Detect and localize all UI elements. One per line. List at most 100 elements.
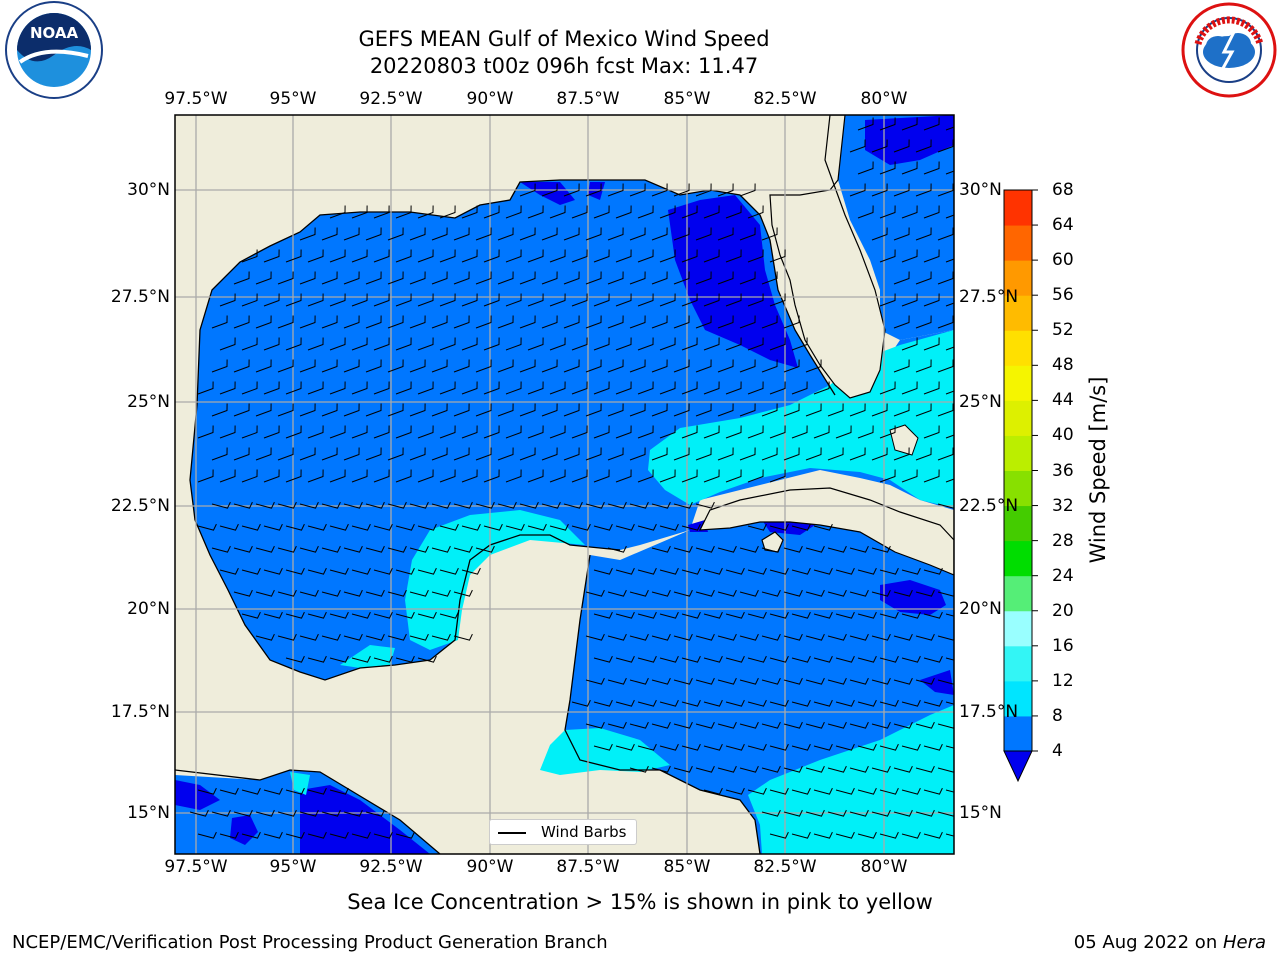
- wind-barb: [373, 469, 390, 483]
- wind-barb: [615, 337, 632, 351]
- wind-barb: [673, 359, 690, 373]
- wind-barb: [395, 293, 412, 307]
- wind-barb: [695, 227, 712, 241]
- wind-barb: [607, 677, 627, 685]
- wind-barb: [417, 469, 434, 483]
- wind-barb: [893, 633, 913, 641]
- wind-barb: [387, 447, 404, 461]
- wind-barb: [343, 315, 360, 329]
- wind-barb: [343, 589, 363, 597]
- wind-barb: [241, 381, 258, 395]
- wind-barb: [901, 337, 918, 351]
- wind-barb: [659, 567, 679, 575]
- wind-barb: [879, 293, 896, 307]
- wind-barb: [409, 403, 426, 417]
- wind-barb: [417, 337, 434, 351]
- wind-barb: [505, 205, 522, 219]
- wind-barb: [651, 447, 668, 461]
- wind-barb: [857, 205, 874, 219]
- wind-barb: [417, 611, 437, 619]
- wind-barb: [717, 633, 737, 641]
- wind-barb: [615, 699, 635, 707]
- wind-barb: [857, 787, 877, 795]
- colorbar-segment: [1004, 680, 1032, 717]
- wind-barb: [255, 447, 272, 461]
- wind-barb: [849, 633, 869, 641]
- wind-barb: [607, 271, 624, 285]
- wind-barb: [299, 359, 316, 373]
- wind-barb: [835, 567, 855, 575]
- wind-barb: [417, 381, 434, 395]
- wind-barb: [629, 359, 646, 373]
- wind-barb: [637, 523, 657, 531]
- wind-barb: [717, 227, 734, 241]
- wind-barb: [197, 831, 217, 839]
- wind-barb: [607, 227, 624, 241]
- wind-barb: [409, 315, 426, 329]
- wind-barb: [695, 271, 712, 285]
- colorbar-segment: [1004, 225, 1032, 261]
- wind-barb: [945, 745, 954, 749]
- wind-barb: [563, 447, 580, 461]
- wind-barb: [945, 434, 954, 439]
- wind-barb: [857, 831, 877, 839]
- noaa-logo-text: NOAA: [30, 24, 79, 42]
- wind-barb: [541, 315, 558, 329]
- wind-barb: [541, 403, 558, 417]
- wind-barb: [285, 469, 302, 483]
- wind-barb: [321, 359, 338, 373]
- wind-barb: [725, 381, 742, 395]
- wind-barb: [585, 589, 605, 597]
- wind-barb: [651, 633, 671, 641]
- wind-barb: [849, 589, 869, 597]
- wind-barb: [365, 315, 382, 329]
- wind-barb: [813, 611, 833, 619]
- wind-barb: [659, 293, 676, 307]
- wind-barb: [549, 249, 566, 263]
- wind-barb: [387, 589, 407, 597]
- wind-barb: [461, 425, 478, 439]
- wind-barb: [805, 633, 825, 641]
- wind-barb: [681, 381, 698, 395]
- wind-barb: [893, 403, 910, 417]
- wind-barb: [277, 633, 297, 641]
- wind-barb: [937, 183, 954, 197]
- wind-barb: [901, 381, 918, 395]
- wind-barb: [615, 567, 635, 575]
- wind-barb: [299, 589, 319, 597]
- wind-barb: [791, 743, 811, 751]
- wind-barb: [747, 469, 764, 483]
- wind-barb: [519, 227, 536, 241]
- wind-barb: [373, 205, 390, 219]
- wind-barb: [673, 271, 690, 285]
- wind-barb: [483, 469, 500, 483]
- wind-barb: [659, 699, 679, 707]
- wind-barb: [637, 425, 654, 439]
- wind-barb: [717, 183, 734, 197]
- wind-barb: [769, 469, 786, 483]
- wind-barb: [585, 633, 605, 641]
- wind-barb: [717, 403, 734, 417]
- wind-barb: [879, 699, 899, 707]
- wind-barb: [285, 787, 305, 795]
- wind-barb: [923, 337, 940, 351]
- wind-barb: [395, 469, 412, 483]
- wind-barb: [695, 447, 712, 461]
- wind-barb: [519, 183, 536, 197]
- wind-barb: [563, 227, 580, 241]
- wind-barb: [937, 227, 954, 241]
- wind-barb: [277, 447, 294, 461]
- wind-barb: [475, 315, 492, 329]
- wind-barb: [857, 743, 877, 751]
- wind-barb: [923, 425, 940, 439]
- wind-barb: [725, 743, 745, 751]
- wind-barb: [761, 403, 778, 417]
- wind-barb: [901, 161, 918, 175]
- wind-barb: [769, 293, 786, 307]
- wind-barb: [505, 469, 522, 483]
- wind-barb: [739, 633, 759, 641]
- wind-barb: [593, 205, 610, 219]
- wind-barb: [615, 523, 635, 531]
- wind-barb: [351, 567, 371, 575]
- wind-barb: [739, 271, 756, 285]
